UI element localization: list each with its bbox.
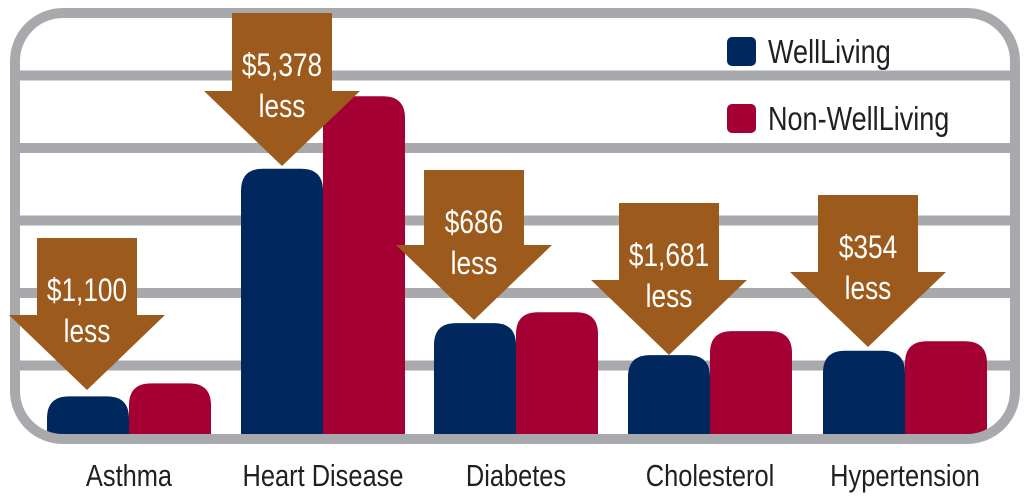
savings-arrow: $1,681 less (591, 203, 747, 355)
savings-amount: $1,100 (47, 274, 127, 309)
bar-non-wellliving (129, 383, 211, 437)
legend-swatch (727, 37, 756, 66)
down-arrow-icon (591, 203, 747, 355)
bar-non-wellliving (323, 96, 405, 437)
savings-word: less (646, 280, 693, 315)
x-tick-label: Heart Disease (243, 459, 404, 494)
down-arrow-icon (396, 170, 552, 320)
chart-frame (10, 8, 1020, 444)
x-tick-label: Hypertension (830, 459, 980, 494)
savings-amount: $686 (445, 206, 503, 241)
legend-label: Non-WellLiving (768, 102, 949, 138)
bar-wellliving (434, 323, 516, 437)
bar-non-wellliving (516, 312, 598, 437)
savings-amount: $354 (839, 231, 897, 266)
legend-swatch (727, 104, 756, 133)
bar-wellliving (823, 350, 905, 437)
bar-non-wellliving (905, 341, 987, 437)
savings-word: less (451, 247, 498, 282)
savings-word: less (845, 272, 892, 307)
savings-word: less (64, 315, 111, 350)
legend-item: Non-WellLiving (727, 102, 949, 138)
legend-label: WellLiving (768, 35, 891, 71)
bar-wellliving (628, 355, 710, 437)
savings-amount: $5,378 (242, 49, 322, 84)
bar-wellliving (241, 168, 323, 437)
savings-word: less (259, 90, 306, 125)
savings-arrow: $1,100 less (9, 238, 165, 390)
x-tick-label: Cholesterol (646, 459, 774, 494)
bar-non-wellliving (710, 331, 792, 437)
down-arrow-icon (9, 238, 165, 390)
savings-amount: $1,681 (629, 239, 709, 274)
savings-arrow: $686 less (396, 170, 552, 320)
down-arrow-icon (790, 195, 946, 347)
savings-arrow: $354 less (790, 195, 946, 347)
savings-arrow: $5,378 less (204, 13, 360, 166)
legend-item: WellLiving (727, 35, 891, 71)
bar-wellliving (47, 396, 129, 437)
down-arrow-icon (204, 13, 360, 166)
x-tick-label: Diabetes (466, 459, 566, 494)
x-tick-label: Asthma (86, 459, 172, 494)
